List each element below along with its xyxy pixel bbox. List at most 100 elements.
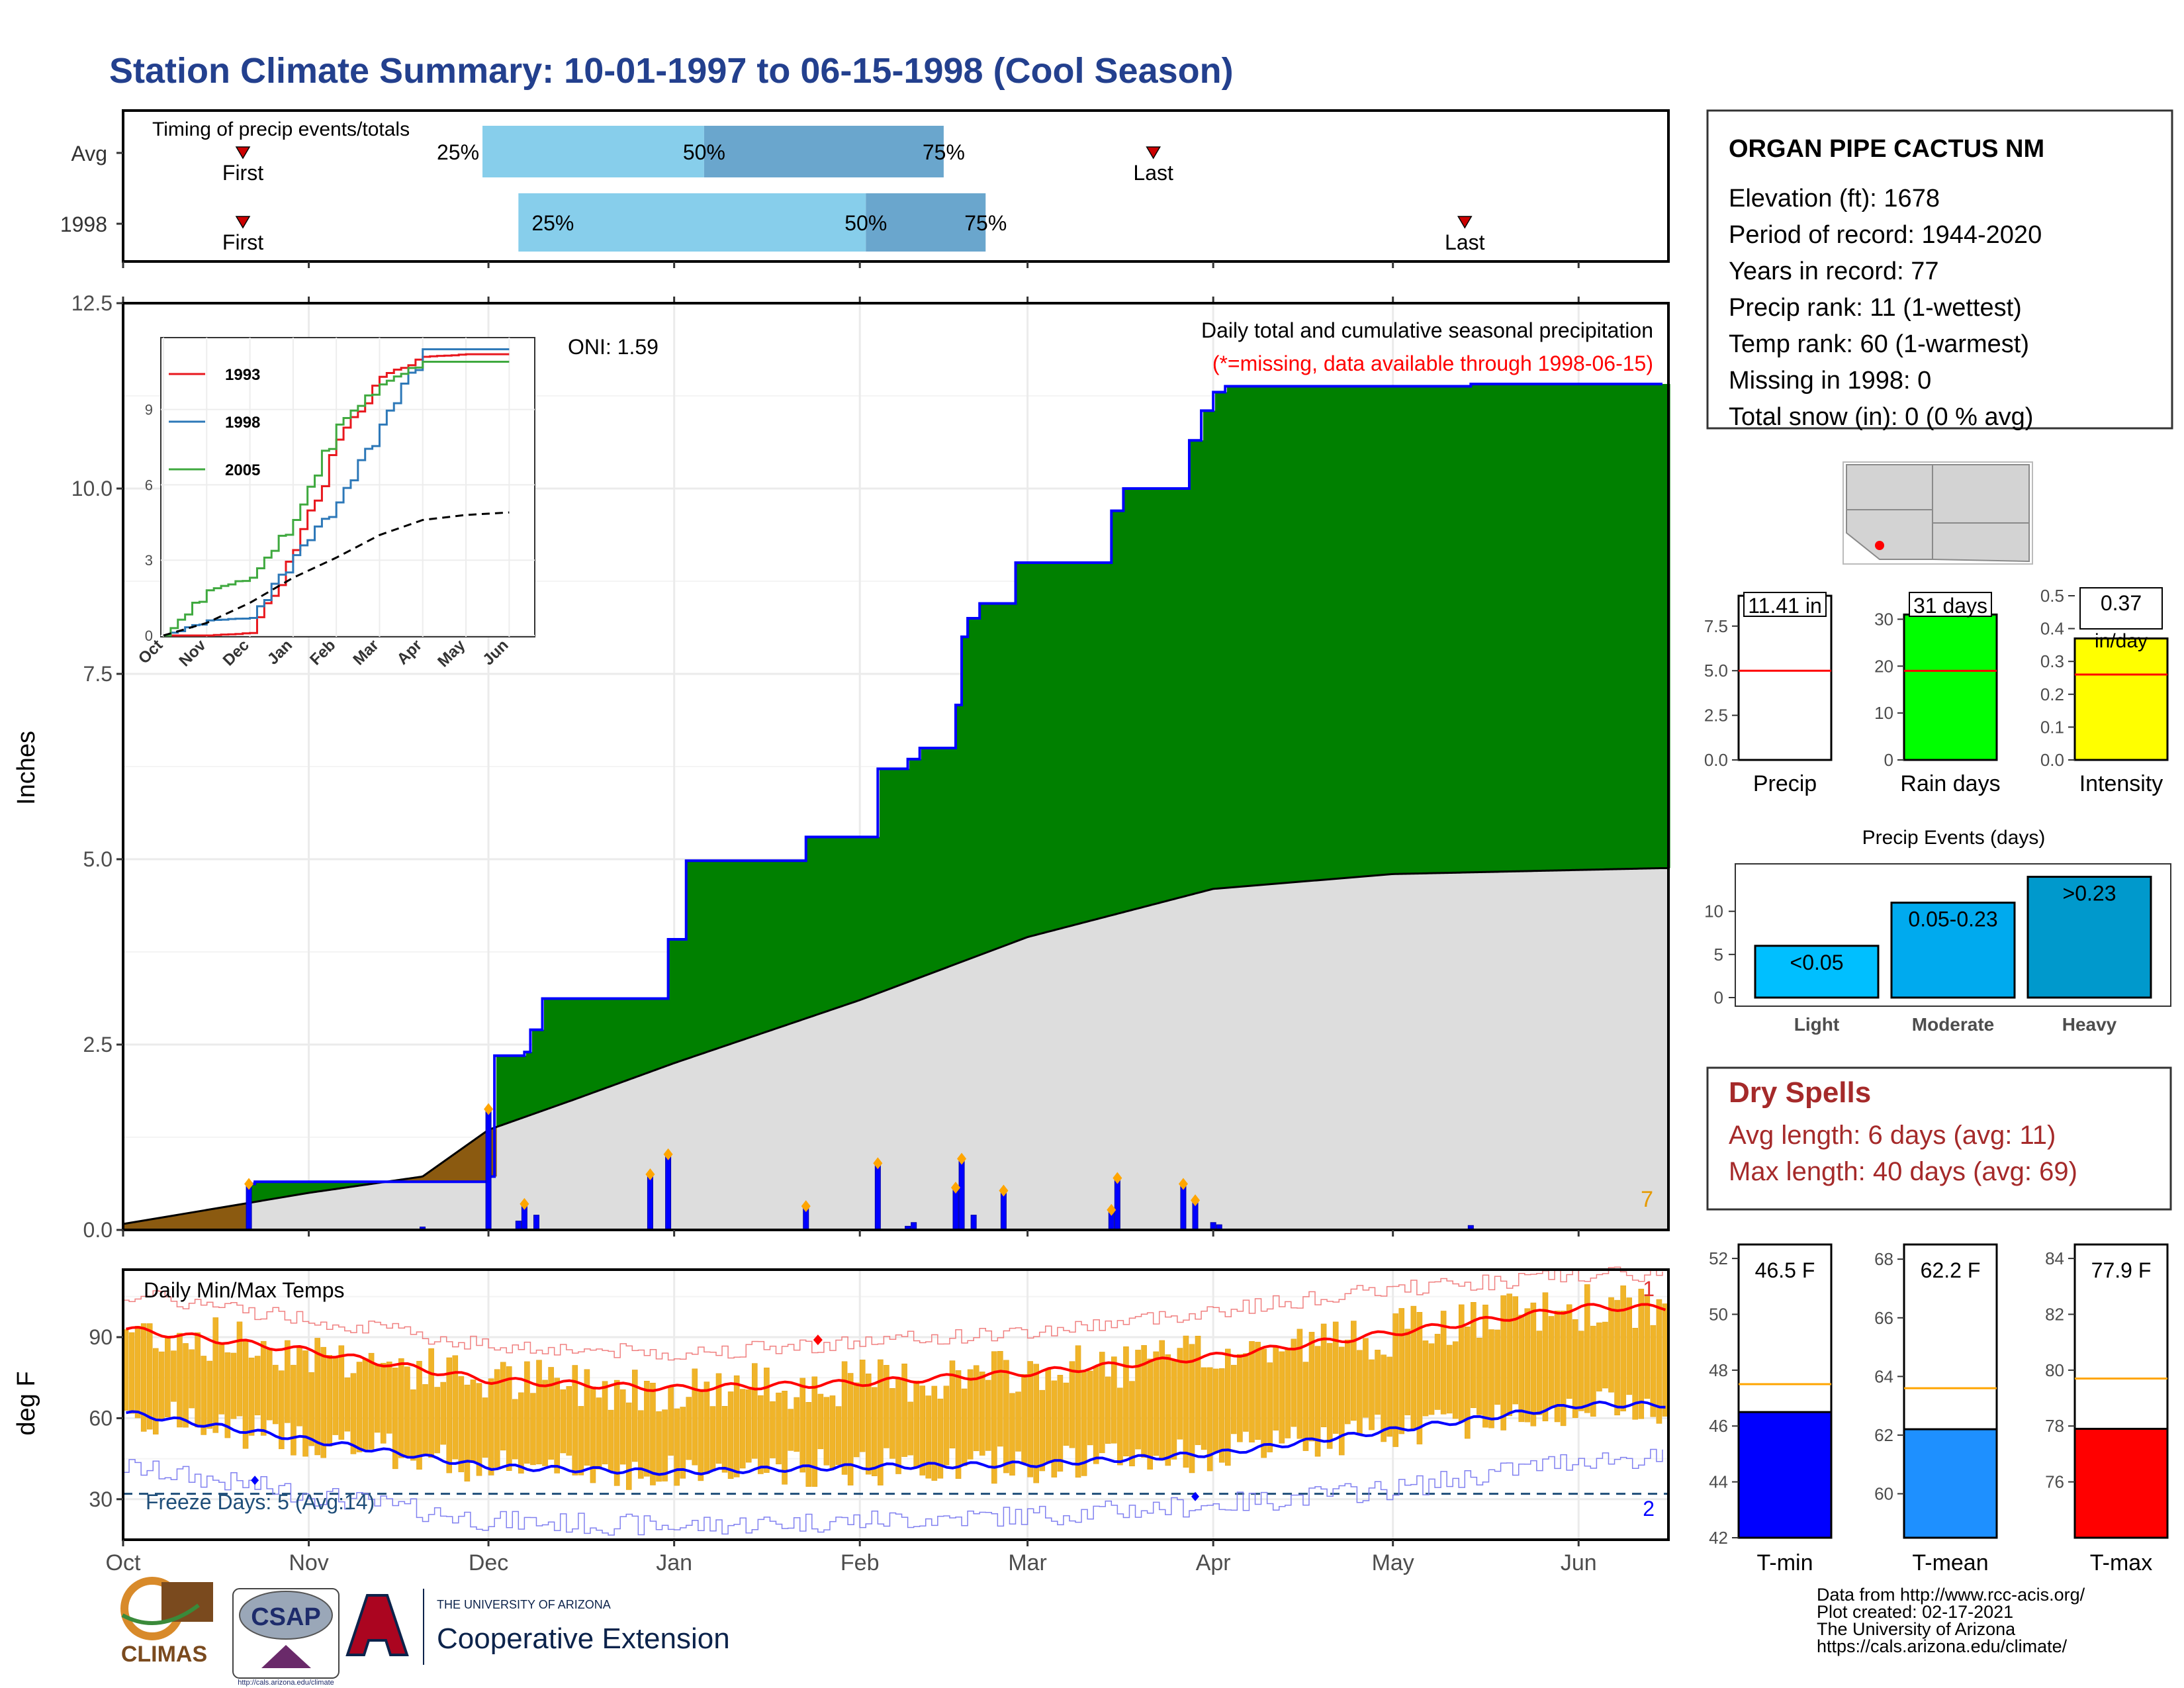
above-average-area	[1154, 489, 1156, 905]
daily-temp-bar	[853, 1382, 860, 1458]
above-average-area	[1126, 489, 1128, 912]
daily-temp-bar	[823, 1397, 830, 1466]
daily-temp-bar	[434, 1387, 440, 1454]
above-average-area	[1034, 563, 1037, 935]
daily-temp-bar	[937, 1398, 944, 1479]
daily-precip-bar	[515, 1221, 522, 1231]
above-average-area	[806, 837, 809, 1019]
daily-temp-bar	[560, 1389, 566, 1454]
events-bar-label: >0.23	[2063, 882, 2116, 906]
above-average-area	[590, 998, 592, 1094]
above-average-area	[324, 1182, 326, 1191]
above-average-area	[1527, 384, 1529, 871]
above-average-area	[588, 998, 590, 1095]
daily-temp-bar	[1644, 1294, 1651, 1399]
daily-temp-bar	[440, 1382, 446, 1445]
above-average-area	[1586, 384, 1589, 870]
below-average-area	[226, 1206, 229, 1230]
record-high-marker	[813, 1335, 823, 1346]
above-average-area	[681, 939, 684, 1061]
inset-ytick-label: 9	[145, 402, 153, 418]
climas-logo: CLIMAS	[120, 1577, 213, 1667]
month-label: Oct	[106, 1550, 141, 1575]
above-average-area	[522, 1055, 525, 1118]
above-average-area	[355, 1182, 358, 1186]
above-average-area	[1132, 489, 1134, 910]
below-average-area	[459, 1150, 461, 1182]
below-average-area	[179, 1214, 181, 1230]
daily-temp-bar	[428, 1348, 434, 1458]
above-average-area	[804, 861, 807, 1019]
daily-temp-bar	[1302, 1362, 1309, 1451]
temp-summary-tick-label: 46	[1709, 1416, 1728, 1436]
above-average-area	[546, 998, 549, 1110]
above-average-area	[1332, 386, 1335, 879]
below-average-area	[431, 1170, 433, 1182]
above-average-area	[1447, 386, 1450, 873]
below-average-area	[151, 1219, 154, 1230]
above-average-area	[596, 998, 598, 1092]
above-average-area	[1602, 384, 1605, 870]
above-average-area	[504, 1055, 507, 1125]
below-average-area	[167, 1216, 169, 1230]
above-average-area	[925, 748, 928, 976]
above-average-area	[693, 861, 696, 1057]
daily-temp-bar	[195, 1332, 201, 1428]
above-average-area	[564, 998, 567, 1103]
above-average-area	[1453, 386, 1456, 873]
daily-temp-bar	[1392, 1313, 1398, 1447]
above-average-area	[1078, 563, 1081, 924]
temp-summary-tick-label: 76	[2045, 1472, 2064, 1492]
above-average-area	[1179, 489, 1182, 898]
above-average-area	[1161, 489, 1164, 903]
daily-temp-bar	[619, 1389, 626, 1465]
above-average-area	[1515, 384, 1518, 872]
daily-temp-bar	[1332, 1321, 1339, 1434]
summary-value-box	[1743, 592, 1827, 617]
daily-temp-bar	[1141, 1345, 1147, 1458]
below-average-area	[212, 1209, 215, 1230]
heavy-event-marker	[520, 1197, 529, 1210]
above-average-area	[1003, 603, 1005, 947]
above-average-area	[1334, 386, 1337, 879]
record-low-marker	[1191, 1491, 1200, 1501]
above-average-area	[1251, 386, 1253, 886]
above-average-area	[905, 769, 908, 983]
above-average-area	[1138, 489, 1140, 909]
above-average-area	[991, 603, 993, 951]
daily-precip-bar	[970, 1215, 977, 1231]
above-average-area	[1614, 384, 1617, 870]
daily-precip-bar	[665, 1154, 672, 1231]
daily-temp-bar	[446, 1357, 453, 1474]
above-average-area	[1203, 410, 1206, 892]
above-average-area	[1152, 489, 1154, 905]
above-average-area	[578, 998, 580, 1099]
above-average-area	[544, 998, 547, 1111]
above-average-area	[284, 1182, 287, 1197]
above-average-area	[1471, 384, 1474, 872]
daily-temp-bar	[745, 1389, 752, 1463]
above-average-area	[959, 705, 962, 963]
daily-temp-bar	[662, 1409, 668, 1481]
daily-temp-bar	[1308, 1332, 1315, 1442]
summary-value-unit: in/day	[2095, 630, 2148, 652]
daily-temp-bar	[889, 1388, 895, 1459]
above-average-area	[1247, 386, 1250, 886]
page-title: Station Climate Summary: 10-01-1997 to 0…	[109, 51, 1234, 91]
above-average-area	[1156, 489, 1158, 904]
above-average-area	[971, 618, 974, 959]
above-average-area	[798, 861, 801, 1021]
daily-temp-bar	[530, 1393, 536, 1466]
below-average-area	[449, 1158, 451, 1182]
daily-temp-bar	[1428, 1343, 1435, 1415]
daily-temp-bar	[1338, 1346, 1345, 1456]
daily-temp-bar	[1285, 1348, 1291, 1438]
above-average-area	[347, 1182, 350, 1188]
daily-precip-bar	[952, 1187, 959, 1231]
above-average-area	[1318, 386, 1321, 880]
daily-temp-bar	[782, 1391, 788, 1485]
temp-summary-bar-t-mean	[1903, 1428, 1998, 1539]
daily-temp-bar	[146, 1323, 153, 1430]
above-average-area	[1553, 384, 1555, 871]
